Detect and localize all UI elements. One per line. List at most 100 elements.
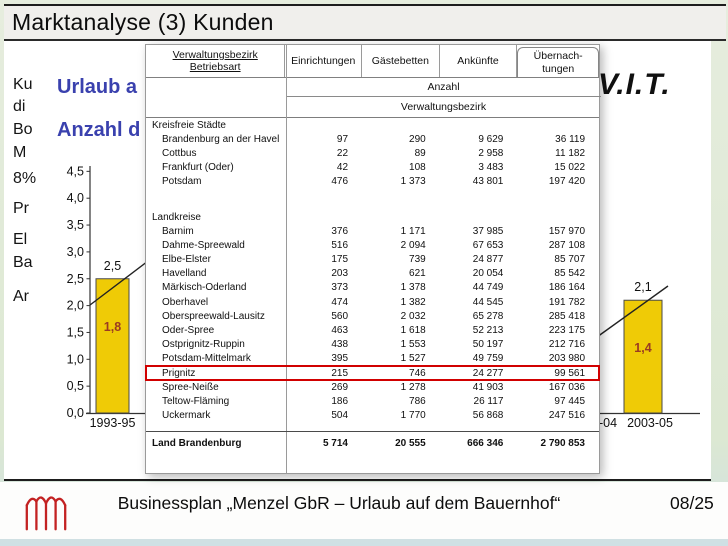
page-title: Marktanalyse (3) Kunden [12,9,274,35]
row-label: Frankfurt (Oder) [162,162,234,174]
value-cell: 269 [331,381,349,393]
value-cell: 157 970 [548,225,586,237]
value-cell: 395 [331,353,349,365]
value-cell: 290 [409,133,426,145]
bullet-text-fragment: El [13,231,28,248]
value-cell: 504 [331,410,349,422]
value-cell: 463 [331,325,349,337]
value-cell: 786 [409,395,426,407]
row-label: Oberspreewald-Lausitz [162,310,265,322]
value-cell: 56 868 [472,410,504,422]
value-cell: 287 108 [548,239,586,251]
table-row: Märkisch-Oderland 373 1 378 44 749 186 164 [146,281,599,295]
value-cell: 42 [336,162,349,174]
tab-verwaltungsbezirk[interactable]: Verwaltungsbezirk Betriebsart [146,45,286,77]
value-cell: 50 197 [472,339,504,351]
group-label: Landkreise [152,211,201,223]
bullet-text-fragment: 8% [13,170,37,187]
value-cell: 191 782 [548,296,586,308]
tab-label: Verwaltungsbezirk [172,48,258,61]
value-cell: 2 032 [400,310,426,322]
row-label: Brandenburg an der Havel [162,133,280,145]
bullet-text-fragment: M [13,144,27,161]
tab--bernach-[interactable]: Übernach-tungen [517,47,599,77]
table-row: Oberspreewald-Lausitz 560 2 032 65 278 285 4… [146,309,599,323]
row-label: Elbe-Elster [162,254,211,266]
group-header-row: Landkreise [146,210,599,224]
value-cell: 1 378 [400,282,426,294]
value-cell: 1 278 [400,381,426,393]
value-cell: 739 [409,254,426,266]
value-cell: 203 [331,268,349,280]
tab-label: Einrichtungen [291,54,356,67]
tab-einrichtungen[interactable]: Einrichtungen [285,45,363,77]
value-cell: 20 054 [472,268,504,280]
value-cell: 215 [331,367,349,379]
bullet-text-fragment: Ar [13,288,29,305]
value-cell: 247 516 [548,410,586,422]
value-cell: 3 483 [478,162,504,174]
group-label: Land Brandenburg [152,438,242,450]
value-cell: 15 022 [554,162,586,174]
tab-label: Gästebetten [371,54,429,67]
row-label: Potsdam [162,176,202,188]
value-cell: 1 553 [400,339,426,351]
value-cell: 223 175 [548,325,586,337]
chart-heading-line1: Urlaub a [57,76,138,98]
table-row: Brandenburg an der Havel 97 290 9 629 36 119 [146,132,599,146]
value-cell: 20 555 [395,438,426,450]
tab-label: Übernach- [533,50,583,62]
value-cell: 44 545 [472,296,504,308]
value-cell: 97 445 [554,395,586,407]
tab-g-stebetten[interactable]: Gästebetten [362,45,440,77]
table-row: Uckermark 504 1 770 56 868 247 516 [146,409,599,423]
value-cell: 1 373 [400,176,426,188]
group-header-row: Kreisfreie Städte [146,118,599,132]
value-cell: 37 985 [472,225,504,237]
value-cell: 97 [336,133,349,145]
row-label: Barnim [162,225,194,237]
value-cell: 186 [331,395,349,407]
bullet-text-fragment: Bo [13,121,33,138]
value-cell: 85 707 [554,254,586,266]
table-row: Oder-Spree 463 1 618 52 213 223 175 [146,323,599,337]
value-cell: 2 958 [478,147,504,159]
value-cell: 11 182 [555,147,586,159]
value-cell: 175 [331,254,349,266]
table-tab-row: Verwaltungsbezirk Betriebsart Einrichtunge… [146,45,599,78]
total-row: Land Brandenburg 5 714 20 555 666 346 2 790 … [146,432,599,454]
column-divider [286,45,287,473]
tab-ank-nfte[interactable]: Ankünfte [440,45,518,77]
table-row: Spree-Neiße 269 1 278 41 903 167 036 [146,380,599,394]
header-divider [146,117,599,118]
value-cell: 1 618 [400,325,426,337]
value-cell: 666 346 [467,438,504,450]
table-row: Potsdam 476 1 373 43 801 197 420 [146,175,599,189]
row-label: Dahme-Spreewald [162,239,245,251]
value-cell: 43 801 [472,176,504,188]
table-row: Teltow-Fläming 186 786 26 117 97 445 [146,394,599,408]
row-label: Cottbus [162,147,197,159]
total-divider [146,430,599,432]
bullet-text-fragment: Ba [13,254,33,271]
value-cell: 560 [331,310,349,322]
value-cell: 516 [331,239,349,251]
value-cell: 41 903 [472,381,504,393]
table-row: Cottbus 22 89 2 958 11 182 [146,146,599,160]
value-cell: 476 [331,176,349,188]
row-label: Oder-Spree [162,325,215,337]
chart-heading-line2: Anzahl d [57,119,141,141]
row-label: Märkisch-Oderland [162,282,247,294]
value-cell: 1 527 [400,353,426,365]
footer-text: Businessplan „Menzel GbR – Urlaub auf de… [117,493,561,513]
value-cell: 203 980 [548,353,586,365]
table-row: Ostprignitz-Ruppin 438 1 553 50 197 212 716 [146,338,599,352]
value-cell: 9 629 [478,133,504,145]
bullet-text-fragment: Ku [13,76,33,93]
value-cell: 22 [336,147,349,159]
value-cell: 99 561 [554,367,586,379]
value-cell: 197 420 [548,176,586,188]
value-cell: 24 877 [472,254,504,266]
value-cell: 621 [409,268,426,280]
slide-footer: Businessplan „Menzel GbR – Urlaub auf de… [0,482,728,539]
